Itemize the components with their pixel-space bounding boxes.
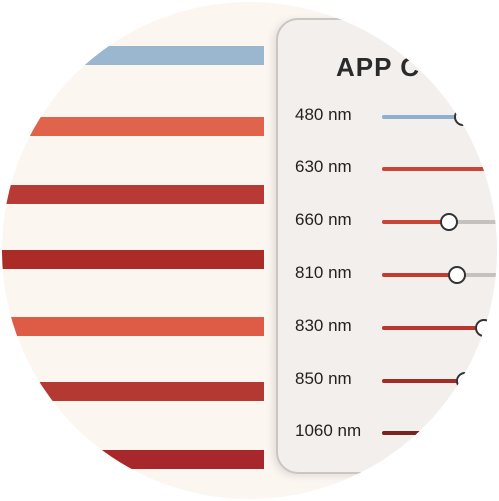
slider-fill (382, 379, 464, 383)
light-stripe (2, 450, 264, 469)
slider-thumb[interactable] (447, 266, 466, 284)
slider-fill (382, 220, 448, 224)
slider-track[interactable] (382, 167, 497, 171)
wavelength-slider-row: 480 nm (278, 100, 497, 130)
slider-thumb[interactable] (474, 319, 493, 337)
slider-track[interactable] (382, 213, 497, 231)
light-stripe (2, 250, 264, 269)
light-stripes (2, 2, 264, 499)
slider-fill (382, 167, 497, 171)
slider-track[interactable] (382, 108, 497, 126)
wavelength-label: 830 nm (295, 316, 352, 335)
wavelength-slider-row: 850 nm (278, 364, 497, 394)
wavelength-slider-row: 660 nm (278, 205, 497, 235)
light-stripe (2, 185, 264, 204)
light-stripe (2, 117, 264, 136)
slider-track[interactable] (382, 266, 497, 284)
slider-thumb[interactable] (439, 213, 458, 231)
wavelength-label: 1060 nm (295, 421, 362, 440)
light-stripe (2, 317, 264, 336)
wavelength-slider-row: 830 nm (278, 311, 497, 341)
slider-fill (382, 431, 497, 435)
wavelength-slider-row: 630 nm (278, 152, 497, 182)
slider-track[interactable] (382, 372, 497, 390)
wavelength-slider-row: 1060 nm (278, 416, 497, 446)
light-stripe (2, 46, 264, 65)
wavelength-label: 480 nm (295, 105, 352, 124)
slider-thumb[interactable] (454, 108, 472, 126)
slider-fill (382, 326, 483, 330)
slider-track[interactable] (382, 431, 497, 435)
wavelength-slider-row: 810 nm (278, 258, 497, 288)
light-stripe (2, 382, 264, 401)
wavelength-label: 630 nm (295, 157, 352, 176)
wavelength-label: 810 nm (295, 263, 352, 282)
slider-thumb[interactable] (455, 372, 474, 390)
slider-fill (382, 273, 456, 277)
wavelength-label: 850 nm (295, 369, 352, 388)
wavelength-panel: APP C 480 nm 630 nm 660 nm 810 nm 830 nm 850 … (276, 18, 497, 474)
slider-fill (382, 115, 462, 119)
wavelength-label: 660 nm (295, 210, 352, 229)
slider-track[interactable] (382, 319, 497, 337)
panel-title: APP C (336, 52, 420, 82)
